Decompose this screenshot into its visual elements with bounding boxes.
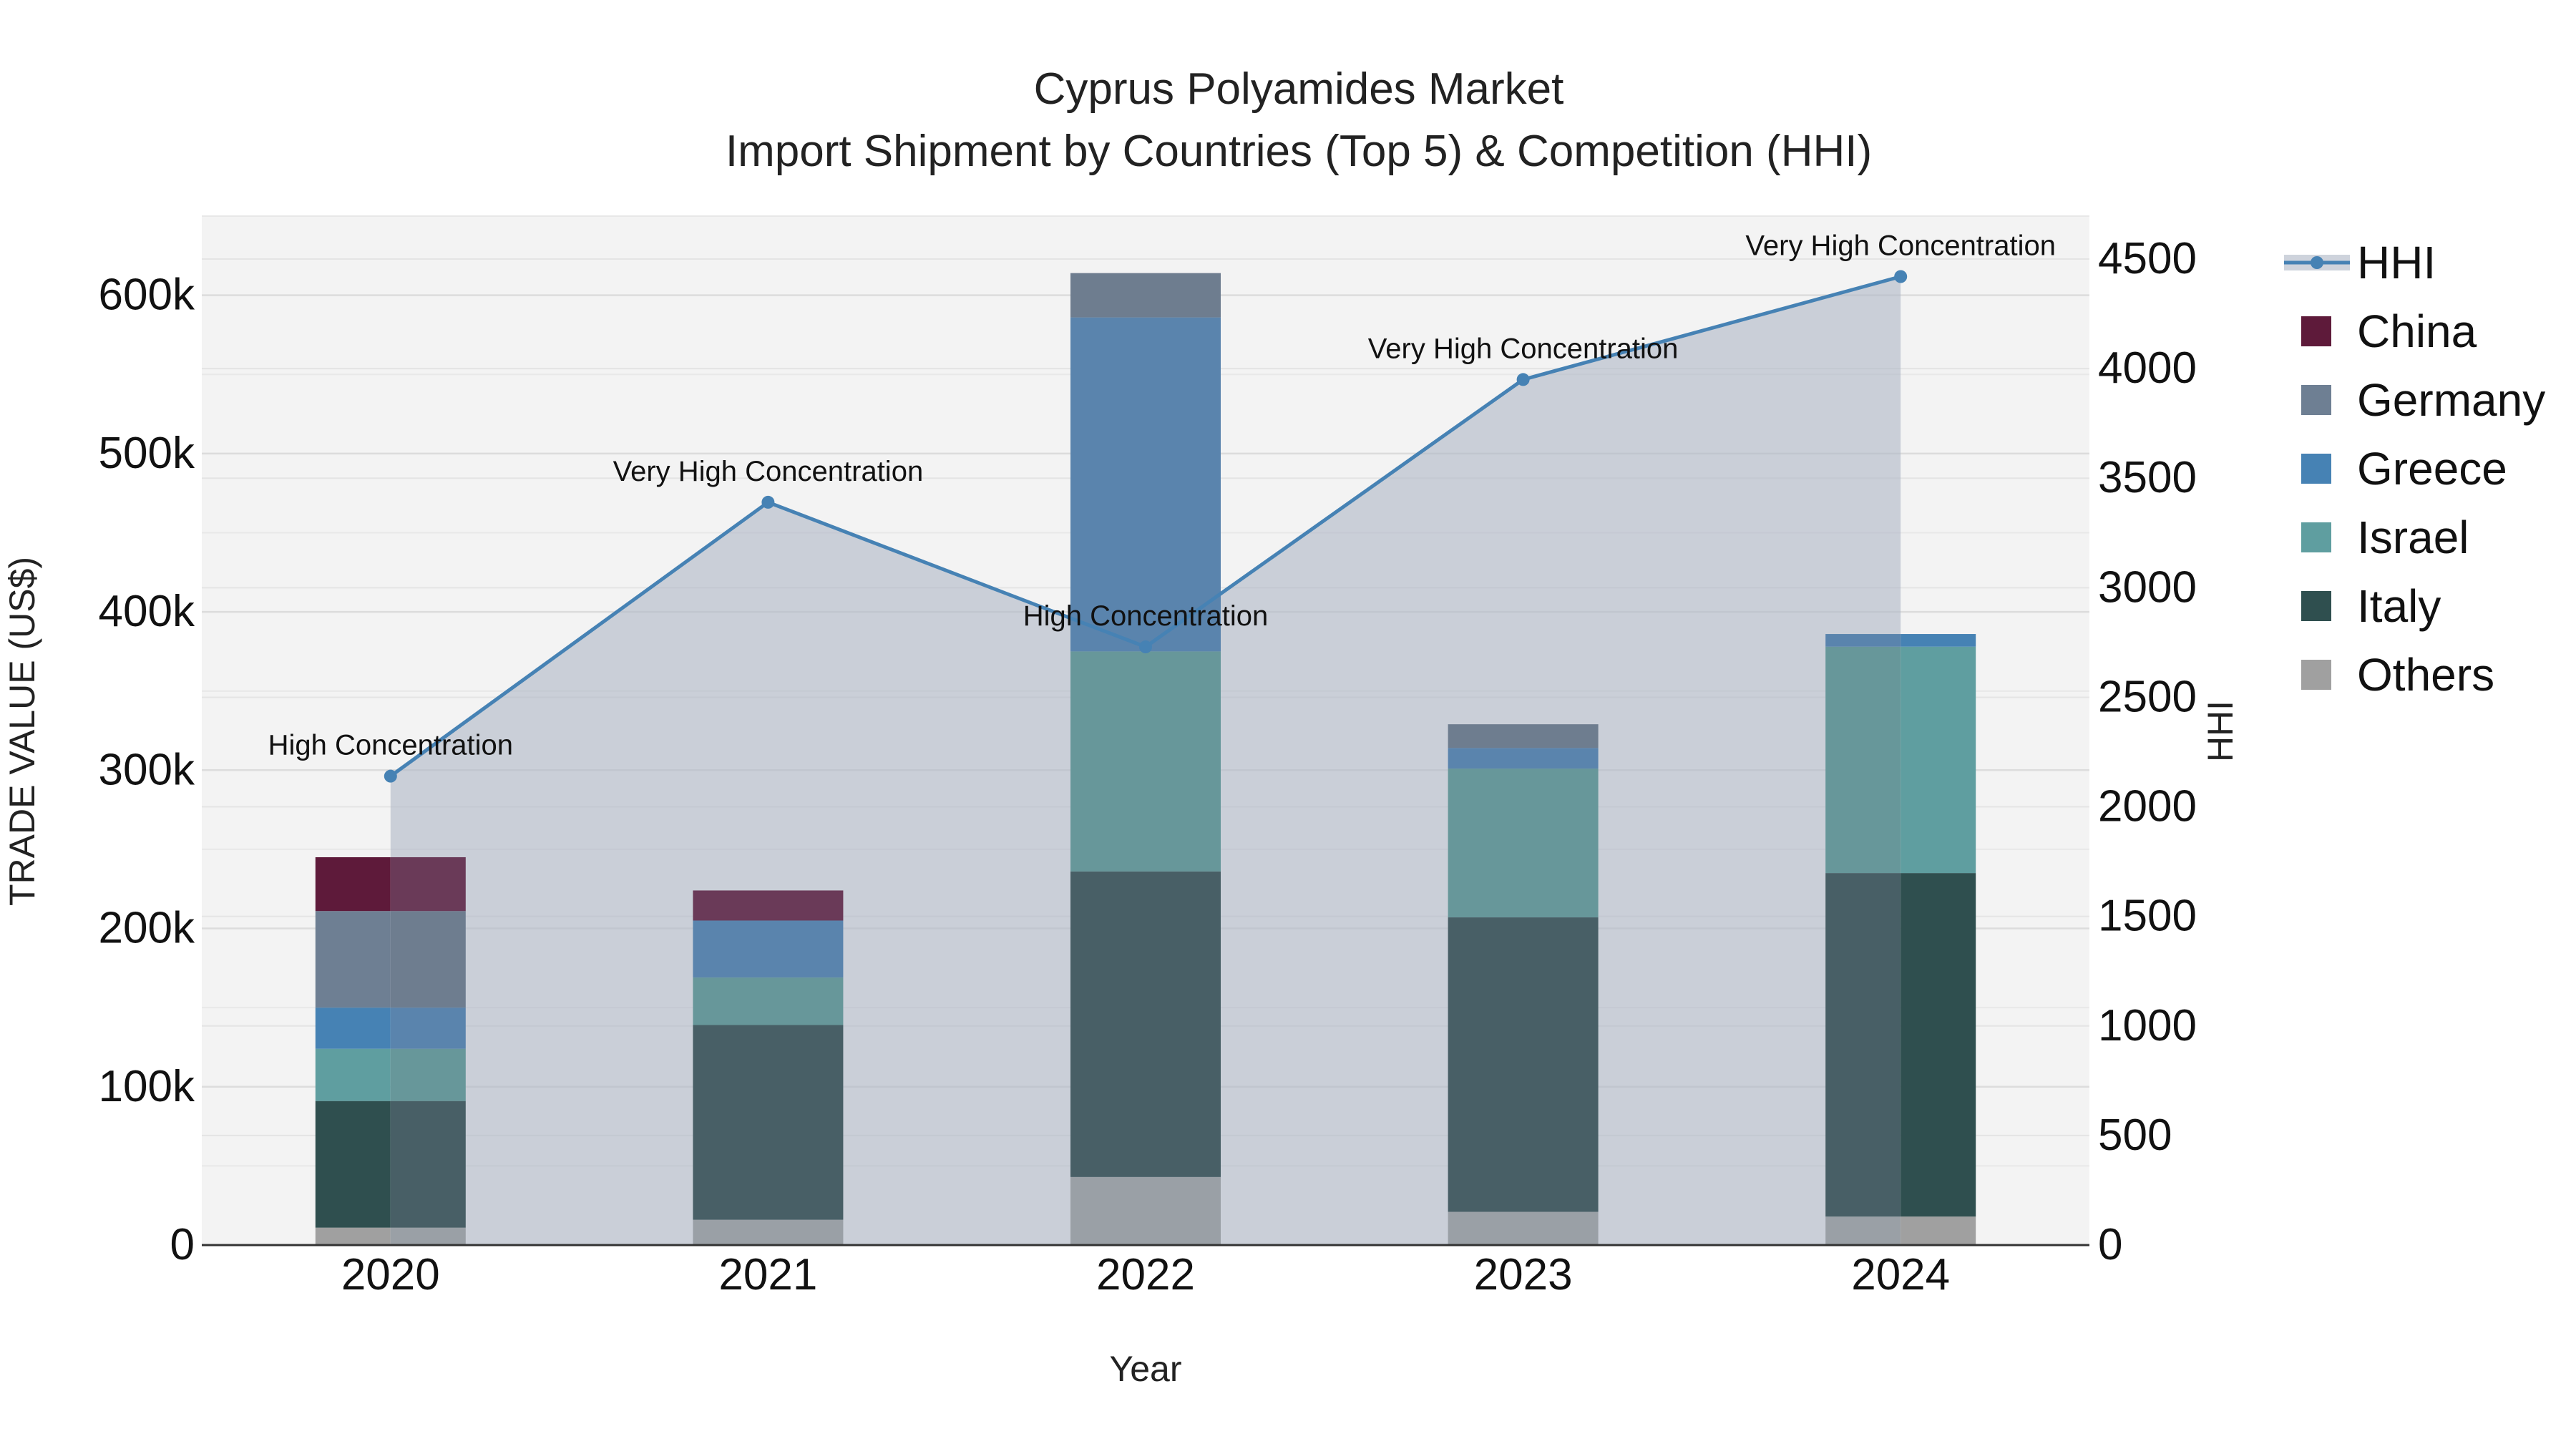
chart-title: Cyprus Polyamides Market: [1034, 64, 1564, 114]
legend-label-israel: Israel: [2357, 512, 2469, 563]
x-axis-title: Year: [1109, 1349, 1181, 1389]
bar-china-2020: [315, 857, 391, 912]
legend-label-hhi: HHI: [2357, 237, 2436, 288]
bar-greece-2021: [693, 920, 844, 978]
y2-tick-label: 0: [2098, 1220, 2122, 1269]
bar-israel-2020: [390, 1048, 466, 1101]
chart-subtitle: Import Shipment by Countries (Top 5) & C…: [726, 127, 1872, 176]
bar-israel-2020: [315, 1048, 391, 1101]
y2-tick-label: 3000: [2098, 562, 2197, 612]
y-tick-label: 400k: [99, 587, 195, 636]
bar-italy-2022: [1070, 871, 1221, 1177]
bar-italy-2020: [315, 1101, 391, 1228]
legend: HHI China Germany Greece Israel Italy Others: [2284, 237, 2545, 701]
legend-swatch-greece: [2301, 454, 2331, 484]
hhi-marker-2020: [384, 769, 397, 783]
hhi-marker-2021: [761, 495, 775, 509]
y2-tick-label: 2000: [2098, 782, 2197, 831]
bar-italy-2020: [390, 1101, 466, 1228]
hhi-line-layer: [384, 270, 1908, 783]
bar-layer: [315, 273, 1976, 1245]
hhi-annotation-2024: Very High Concentration: [1745, 230, 2056, 261]
bar-others-2024: [1901, 1216, 1976, 1245]
y2-tick-label: 2500: [2098, 672, 2197, 721]
x-tick-2022: 2022: [1096, 1250, 1195, 1299]
y2-tick-label: 3500: [2098, 453, 2197, 502]
legend-label-china: China: [2357, 306, 2477, 357]
legend-swatch-others: [2301, 660, 2331, 690]
bar-others-2022: [1070, 1176, 1221, 1245]
bar-china-2021: [693, 890, 844, 921]
bar-israel-2023: [1448, 769, 1599, 918]
y-tick-label: 0: [170, 1220, 195, 1269]
bar-germany-2020: [390, 911, 466, 1008]
legend-swatch-israel: [2301, 522, 2331, 552]
y2-tick-label: 4000: [2098, 343, 2197, 393]
hhi-marker-2022: [1139, 640, 1152, 654]
y2-tick-label: 1500: [2098, 892, 2197, 941]
y2-tick-label: 500: [2098, 1111, 2172, 1160]
x-tick-2020: 2020: [341, 1250, 440, 1299]
legend-label-others: Others: [2357, 649, 2494, 701]
bar-greece-2024: [1901, 634, 1976, 647]
y2-axis-title: HHI: [2200, 701, 2240, 762]
bar-israel-2021: [693, 977, 844, 1025]
bar-italy-2024: [1901, 873, 1976, 1217]
bar-greece-2020: [315, 1008, 391, 1049]
legend-label-germany: Germany: [2357, 374, 2545, 426]
bar-germany-2022: [1070, 273, 1221, 318]
tick-layer: 2020 2021 2022 2023 2024 0 100k 200k 300k 400k 500…: [99, 234, 2197, 1299]
y-tick-label: 600k: [99, 270, 195, 320]
hhi-marker-2024: [1894, 270, 1908, 283]
hhi-annotation-2022: High Concentration: [1023, 600, 1268, 632]
y-tick-label: 500k: [99, 429, 195, 478]
legend-swatch-germany: [2301, 385, 2331, 415]
legend-swatch-china: [2301, 316, 2331, 346]
bar-italy-2023: [1448, 917, 1599, 1212]
bar-italy-2021: [693, 1025, 844, 1220]
bar-israel-2024: [1901, 646, 1976, 874]
legend-swatch-italy: [2301, 591, 2331, 621]
hhi-annotation-2021: Very High Concentration: [613, 456, 924, 487]
annotation-layer: High Concentration Very High Concentratio…: [268, 230, 2056, 761]
bar-others-2024: [1825, 1216, 1901, 1245]
hhi-annotation-2023: Very High Concentration: [1368, 333, 1679, 364]
hhi-annotation-2020: High Concentration: [268, 730, 513, 761]
y-tick-label: 300k: [99, 745, 195, 794]
y-axis-title: TRADE VALUE (US$): [2, 557, 42, 906]
legend-label-italy: Italy: [2357, 580, 2441, 632]
bar-greece-2023: [1448, 748, 1599, 769]
legend-swatch-hhi-marker: [2311, 256, 2323, 269]
legend-label-greece: Greece: [2357, 443, 2507, 494]
bar-greece-2020: [390, 1008, 466, 1049]
bar-others-2023: [1448, 1211, 1599, 1245]
bar-germany-2020: [315, 911, 391, 1008]
x-tick-2024: 2024: [1851, 1250, 1950, 1299]
x-tick-2023: 2023: [1474, 1250, 1573, 1299]
bar-greece-2022: [1070, 317, 1221, 652]
hhi-marker-2023: [1516, 373, 1530, 386]
bar-italy-2024: [1825, 873, 1901, 1217]
bar-israel-2022: [1070, 651, 1221, 872]
bar-others-2020: [315, 1227, 391, 1245]
bar-others-2021: [693, 1219, 844, 1245]
bar-germany-2023: [1448, 724, 1599, 748]
bar-greece-2024: [1825, 634, 1901, 647]
bar-others-2020: [390, 1227, 466, 1245]
y-tick-label: 200k: [99, 904, 195, 953]
y2-tick-label: 1000: [2098, 1001, 2197, 1050]
y2-tick-label: 4500: [2098, 234, 2197, 283]
y-tick-label: 100k: [99, 1062, 195, 1111]
bar-israel-2024: [1825, 646, 1901, 874]
bar-china-2020: [390, 857, 466, 912]
x-tick-2021: 2021: [718, 1250, 817, 1299]
